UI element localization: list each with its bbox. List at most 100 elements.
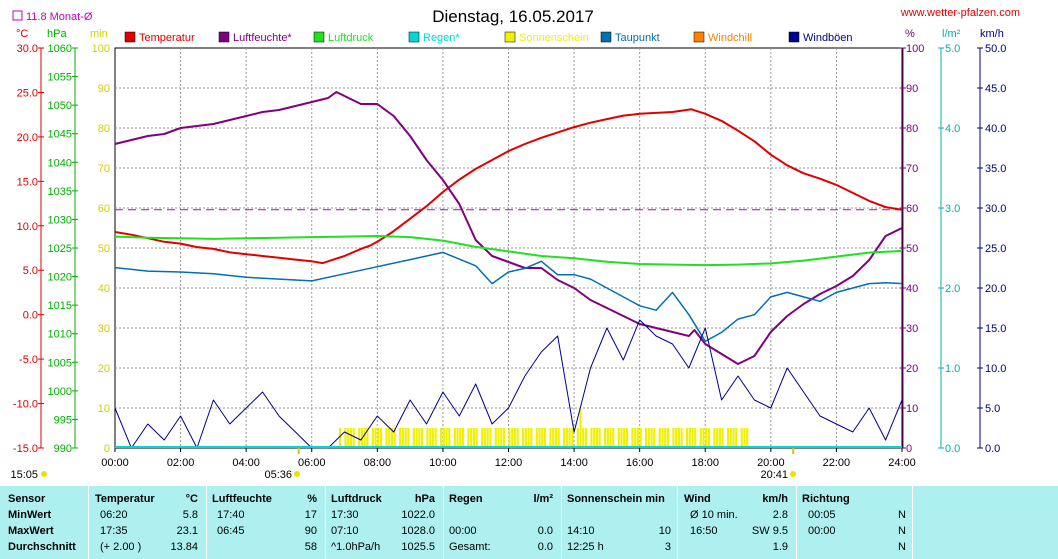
sunshine-bar — [713, 428, 716, 448]
sunshine-bar — [363, 428, 366, 448]
sunshine-bar — [661, 428, 664, 448]
pressure-tick-label: 1040 — [48, 157, 72, 169]
legend-label-7: Windböen — [803, 32, 853, 44]
sunshine-bar — [541, 428, 544, 448]
website-link[interactable]: www.wetter-pfalzen.com — [900, 7, 1020, 19]
row-label: MaxWert — [8, 525, 54, 537]
direction-time: 00:00 — [808, 525, 836, 537]
start-sun-icon — [41, 471, 47, 477]
legend-swatch-6 — [693, 31, 705, 43]
rain-tick-label: 1.0 — [945, 363, 960, 375]
sunshine-bar — [598, 428, 601, 448]
unit-celsius: °C — [16, 28, 28, 40]
header-humidity-unit: % — [307, 493, 317, 505]
wind-tick-label: 25.0 — [985, 243, 1006, 255]
sunshine-tick-label: 100 — [92, 43, 110, 55]
monthly-avg-label: 11.8 Monat-Ø — [26, 11, 93, 23]
sunshine-bar — [399, 428, 402, 448]
sunshine-bar — [549, 428, 552, 448]
temperature-tick-label: 10.0 — [17, 221, 38, 233]
sunshine-bar — [420, 428, 424, 448]
header-wind: Wind — [684, 493, 711, 505]
rain-tick-label: 0.0 — [945, 443, 960, 455]
temperature-tick-label: 15.0 — [17, 176, 38, 188]
sunshine-bar — [666, 428, 670, 448]
x-tick-label: 12:00 — [495, 457, 523, 469]
wind-tick-label: 45.0 — [985, 83, 1006, 95]
sunshine-bar — [623, 428, 626, 448]
legend-label-0: Temperatur — [139, 32, 195, 44]
sunshine-bar — [634, 428, 637, 448]
sunshine-bar — [352, 428, 355, 448]
sunshine-bar — [377, 428, 380, 448]
sunshine-bar — [653, 428, 656, 448]
sunshine-bar — [694, 428, 697, 448]
series-lines — [114, 91, 903, 449]
pressure-tick-label: 1000 — [48, 386, 72, 398]
sunshine-bar — [664, 428, 667, 448]
wind-tick-label: 15.0 — [985, 323, 1006, 335]
legend-swatch-3 — [408, 31, 420, 43]
sunshine-bar — [645, 428, 648, 448]
sunshine-bar — [522, 428, 525, 448]
series-line-3 — [114, 251, 903, 343]
direction-value: N — [898, 541, 906, 553]
sunshine-bar — [431, 428, 435, 448]
sunshine-bar — [604, 428, 607, 448]
sunshine-bar — [565, 428, 568, 448]
wind-value: 1.9 — [772, 541, 788, 553]
temperature-tick-label: -5.0 — [19, 354, 38, 366]
rain-tick-label: 4.0 — [945, 123, 960, 135]
rain-tick-label: 3.0 — [945, 203, 960, 215]
header-rain-unit: l/m² — [533, 493, 553, 505]
unit-percent: % — [905, 28, 915, 40]
x-tick-label: 14:00 — [560, 457, 588, 469]
humidity-time: 06:45 — [217, 525, 245, 537]
wind-tick-label: 5.0 — [985, 403, 1000, 415]
sunshine-bar — [563, 428, 566, 448]
sunshine-tick-label: 20 — [98, 363, 110, 375]
header-temperature-unit: °C — [185, 493, 198, 505]
sunshine-bar — [412, 428, 415, 448]
sunshine-bar — [366, 428, 369, 448]
sunshine-bar — [647, 428, 650, 448]
sunshine-bar — [516, 428, 519, 448]
sunshine-bar — [552, 428, 555, 448]
x-tick-label: 06:00 — [298, 457, 326, 469]
rain-time: 00:00 — [449, 525, 477, 537]
humidity-time: 17:40 — [217, 509, 245, 521]
unit-kmh: km/h — [980, 28, 1004, 40]
humidity-tick-label: 90 — [906, 83, 918, 95]
sunshine-bar — [584, 428, 588, 448]
sunshine-bar — [732, 428, 735, 448]
temp-value: 13.84 — [170, 541, 198, 553]
pressure-tick-label: 1050 — [48, 100, 72, 112]
sunshine-bar — [511, 428, 514, 448]
table-divider — [206, 486, 207, 559]
sunshine-bar — [579, 408, 582, 448]
temperature-tick-label: 5.0 — [23, 265, 38, 277]
wind-tick-label: 40.0 — [985, 123, 1006, 135]
sunshine-bar — [590, 428, 593, 448]
sunshine-tick-label: 0 — [104, 443, 110, 455]
direction-value: N — [898, 525, 906, 537]
temperature-tick-label: 20.0 — [17, 132, 38, 144]
table-divider — [561, 486, 562, 559]
pressure-tick-label: 1010 — [48, 329, 72, 341]
wind-tick-label: 0.0 — [985, 443, 1000, 455]
sunshine-bar — [639, 428, 642, 448]
legend-label-5: Taupunkt — [615, 32, 660, 44]
x-tick-label: 16:00 — [626, 457, 654, 469]
sunrise-label: 05:36 — [264, 469, 292, 481]
sunshine-bar — [675, 428, 678, 448]
sunshine-bar — [636, 428, 639, 448]
pressure-tick-label: 990 — [54, 443, 72, 455]
sunshine-bar — [672, 428, 675, 448]
sunshine-bar — [374, 428, 377, 448]
sunshine-bar — [349, 428, 353, 448]
sunshine-bar — [543, 428, 547, 448]
unit-min: min — [90, 28, 108, 40]
sunshine-bar — [393, 428, 396, 448]
humidity-tick-label: 70 — [906, 163, 918, 175]
sunshine-bar — [718, 428, 721, 448]
